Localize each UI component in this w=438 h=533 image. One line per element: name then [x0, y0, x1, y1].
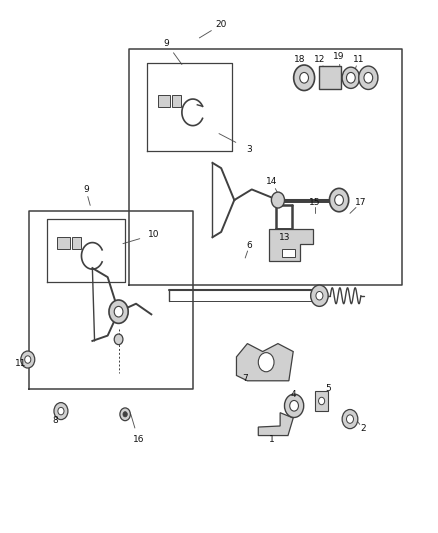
Circle shape	[285, 394, 304, 417]
Text: 9: 9	[164, 39, 170, 48]
Bar	[57, 237, 70, 249]
Circle shape	[272, 192, 285, 208]
Circle shape	[300, 72, 308, 83]
Bar	[158, 95, 170, 107]
Circle shape	[114, 334, 123, 345]
Text: 4: 4	[290, 390, 296, 399]
Polygon shape	[258, 413, 293, 435]
Text: 11: 11	[14, 359, 26, 368]
Polygon shape	[237, 344, 293, 381]
Text: 15: 15	[309, 198, 321, 207]
Text: 1: 1	[268, 435, 274, 444]
Circle shape	[359, 66, 378, 90]
Circle shape	[109, 300, 128, 324]
Bar	[172, 95, 180, 107]
Text: 2: 2	[360, 424, 366, 433]
Circle shape	[342, 67, 360, 88]
Circle shape	[123, 411, 127, 417]
Circle shape	[120, 408, 131, 421]
Text: 10: 10	[148, 230, 159, 239]
Circle shape	[58, 407, 64, 415]
Text: 3: 3	[247, 145, 252, 154]
Circle shape	[293, 65, 314, 91]
Text: 17: 17	[355, 198, 367, 207]
Text: 20: 20	[215, 20, 227, 29]
Text: 9: 9	[83, 185, 89, 194]
Circle shape	[329, 188, 349, 212]
Circle shape	[258, 353, 274, 372]
Circle shape	[21, 351, 35, 368]
Bar	[72, 237, 81, 249]
Text: 13: 13	[279, 233, 290, 242]
Text: 12: 12	[314, 55, 325, 63]
Circle shape	[346, 72, 355, 83]
Circle shape	[54, 402, 68, 419]
Text: 6: 6	[247, 241, 252, 250]
Text: 7: 7	[242, 374, 248, 383]
Text: 5: 5	[325, 384, 331, 393]
Circle shape	[346, 415, 353, 423]
Circle shape	[364, 72, 373, 83]
Text: 11: 11	[353, 55, 364, 63]
Text: 16: 16	[132, 435, 144, 444]
Text: 8: 8	[53, 416, 58, 425]
Circle shape	[342, 409, 358, 429]
Circle shape	[316, 292, 323, 300]
Circle shape	[311, 285, 328, 306]
Circle shape	[114, 306, 123, 317]
Bar	[315, 391, 328, 411]
Bar	[283, 249, 294, 257]
Circle shape	[25, 356, 31, 364]
Text: 14: 14	[266, 177, 277, 186]
Polygon shape	[269, 229, 313, 261]
Text: 19: 19	[333, 52, 345, 61]
Circle shape	[290, 400, 298, 411]
Bar	[319, 66, 341, 90]
Circle shape	[318, 397, 325, 405]
Circle shape	[335, 195, 343, 205]
Text: 18: 18	[294, 55, 306, 63]
